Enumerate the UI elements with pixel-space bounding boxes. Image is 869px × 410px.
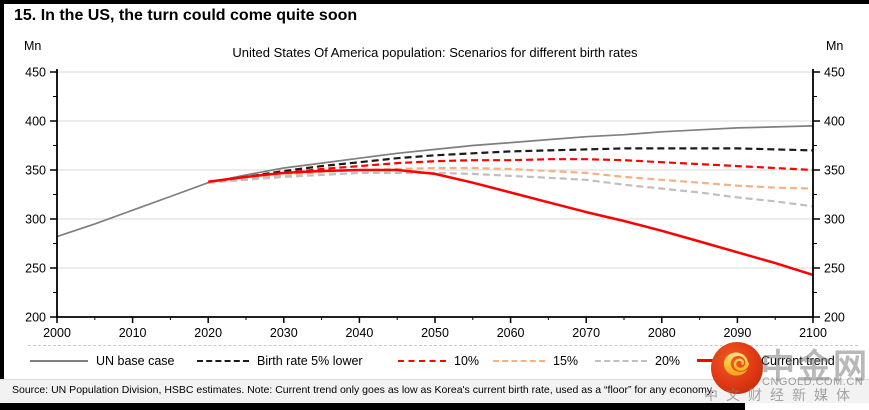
border-left (0, 0, 4, 410)
x-tick-label: 2020 (194, 326, 222, 340)
footer: Source: UN Population Division, HSBC est… (0, 379, 869, 403)
legend-item-un-base-case: UN base case (30, 351, 175, 370)
legend-item-birth-rate-5pct-lower: Birth rate 5% lower (197, 351, 363, 370)
legend-line-15pct (493, 359, 545, 362)
y-tick-label: 350 (824, 164, 845, 178)
border-top (0, 0, 869, 4)
x-tick-label: 2080 (648, 326, 676, 340)
x-tick-label: 2000 (43, 326, 71, 340)
legend-label: UN base case (96, 353, 175, 368)
x-tick-label: 2060 (497, 326, 525, 340)
border-bottom (0, 402, 745, 410)
y-tick-label: 450 (824, 66, 845, 80)
legend-line-10pct (398, 359, 446, 362)
source-note: Source: UN Population Division, HSBC est… (12, 384, 715, 396)
y-axis-unit-left: Mn (24, 39, 42, 53)
y-tick-label: 300 (25, 213, 46, 227)
legend-line-current-trend (697, 359, 753, 362)
series-line-birth-rate-5-lower (208, 147, 814, 184)
legend-label: 10% (454, 353, 480, 368)
x-tick-label: 2030 (270, 326, 298, 340)
legend-separator (28, 345, 858, 346)
legend-label: 20% (655, 353, 681, 368)
x-tick-label: 2010 (119, 326, 147, 340)
legend-label: 15% (553, 353, 579, 368)
x-tick-label: 2100 (799, 326, 827, 340)
legend-line-20pct (595, 359, 647, 362)
y-tick-label: 350 (25, 164, 46, 178)
page-title: 15. In the US, the turn could come quite… (14, 7, 358, 24)
series-line-15- (208, 166, 814, 190)
y-tick-label: 400 (25, 115, 46, 129)
legend-label: Current trend (761, 353, 835, 368)
y-tick-label: 250 (25, 262, 46, 276)
series-line-current-trend (208, 168, 814, 277)
legend-item-current-trend: Current trend (697, 351, 835, 370)
y-tick-label: 200 (824, 311, 845, 325)
series-line-un-base-case (56, 125, 814, 238)
y-axis-unit-right: Mn (826, 39, 844, 53)
series-line-20- (208, 171, 814, 208)
y-tick-label: 200 (25, 311, 46, 325)
legend-item-10pct: 10% (398, 351, 479, 370)
x-tick-label: 2090 (723, 326, 751, 340)
legend-item-15pct: 15% (493, 351, 578, 370)
y-tick-label: 300 (824, 213, 845, 227)
legend-line-un-base-case (30, 359, 88, 362)
x-tick-label: 2050 (421, 326, 449, 340)
legend-line-birth-rate-5pct-lower (197, 359, 249, 362)
y-tick-label: 400 (824, 115, 845, 129)
legend-item-20pct: 20% (595, 351, 680, 370)
y-tick-label: 450 (25, 66, 46, 80)
legend-label: Birth rate 5% lower (257, 353, 363, 368)
x-tick-label: 2040 (345, 326, 373, 340)
y-tick-label: 250 (824, 262, 845, 276)
x-tick-label: 2070 (572, 326, 600, 340)
chart-title: United States Of America population: Sce… (232, 45, 638, 60)
series-line-10- (208, 158, 814, 184)
